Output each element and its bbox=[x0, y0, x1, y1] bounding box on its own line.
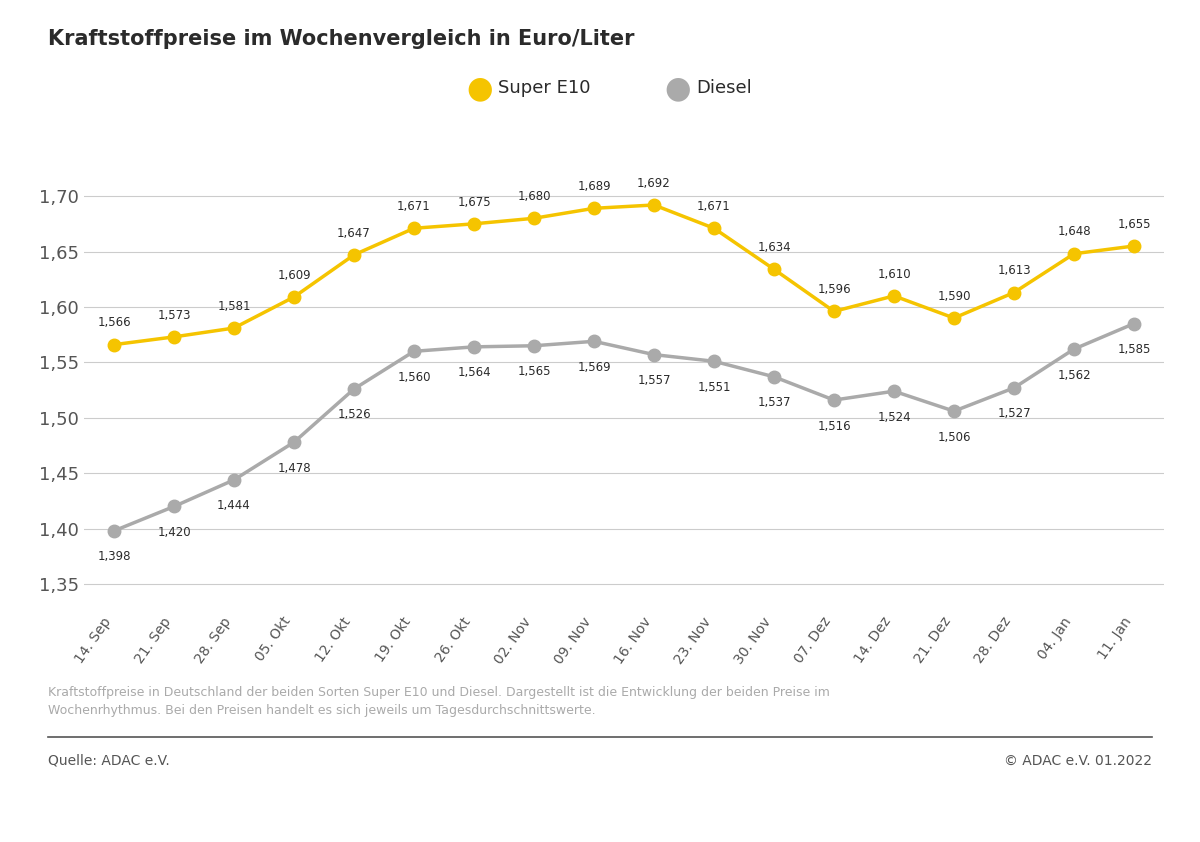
Text: 1,581: 1,581 bbox=[217, 300, 251, 312]
Text: Quelle: ADAC e.V.: Quelle: ADAC e.V. bbox=[48, 754, 169, 768]
Text: 1,692: 1,692 bbox=[637, 177, 671, 189]
Text: 1,655: 1,655 bbox=[1117, 218, 1151, 231]
Text: ●: ● bbox=[467, 74, 493, 103]
Text: 1,671: 1,671 bbox=[397, 200, 431, 213]
Text: 1,420: 1,420 bbox=[157, 526, 191, 539]
Text: 1,562: 1,562 bbox=[1057, 369, 1091, 381]
Text: 1,566: 1,566 bbox=[97, 317, 131, 329]
Text: 1,634: 1,634 bbox=[757, 241, 791, 254]
Text: 1,675: 1,675 bbox=[457, 195, 491, 209]
Text: 1,609: 1,609 bbox=[277, 269, 311, 282]
Text: 1,569: 1,569 bbox=[577, 360, 611, 374]
Text: 1,560: 1,560 bbox=[397, 370, 431, 384]
Text: 1,564: 1,564 bbox=[457, 366, 491, 379]
Text: © ADAC e.V. 01.2022: © ADAC e.V. 01.2022 bbox=[1004, 754, 1152, 768]
Text: 1,585: 1,585 bbox=[1117, 343, 1151, 356]
Text: 1,647: 1,647 bbox=[337, 226, 371, 240]
Text: Super E10: Super E10 bbox=[498, 79, 590, 98]
Text: 1,610: 1,610 bbox=[877, 268, 911, 280]
Text: 1,506: 1,506 bbox=[937, 430, 971, 444]
Text: Diesel: Diesel bbox=[696, 79, 751, 98]
Text: 1,590: 1,590 bbox=[937, 290, 971, 303]
Text: 1,398: 1,398 bbox=[97, 551, 131, 563]
Text: Kraftstoffpreise in Deutschland der beiden Sorten Super E10 und Diesel. Dargeste: Kraftstoffpreise in Deutschland der beid… bbox=[48, 686, 830, 717]
Text: 1,444: 1,444 bbox=[217, 499, 251, 512]
Text: Kraftstoffpreise im Wochenvergleich in Euro/Liter: Kraftstoffpreise im Wochenvergleich in E… bbox=[48, 29, 635, 50]
Text: 1,527: 1,527 bbox=[997, 408, 1031, 420]
Text: ●: ● bbox=[665, 74, 691, 103]
Text: 1,565: 1,565 bbox=[517, 365, 551, 378]
Text: 1,537: 1,537 bbox=[757, 397, 791, 409]
Text: 1,478: 1,478 bbox=[277, 461, 311, 475]
Text: 1,671: 1,671 bbox=[697, 200, 731, 213]
Text: 1,689: 1,689 bbox=[577, 180, 611, 193]
Text: 1,613: 1,613 bbox=[997, 264, 1031, 277]
Text: 1,648: 1,648 bbox=[1057, 226, 1091, 238]
Text: 1,596: 1,596 bbox=[817, 283, 851, 296]
Text: 1,680: 1,680 bbox=[517, 190, 551, 203]
Text: 1,551: 1,551 bbox=[697, 381, 731, 394]
Text: 1,524: 1,524 bbox=[877, 411, 911, 424]
Text: 1,557: 1,557 bbox=[637, 374, 671, 387]
Text: 1,573: 1,573 bbox=[157, 309, 191, 322]
Text: 1,516: 1,516 bbox=[817, 419, 851, 433]
Text: 1,526: 1,526 bbox=[337, 408, 371, 422]
